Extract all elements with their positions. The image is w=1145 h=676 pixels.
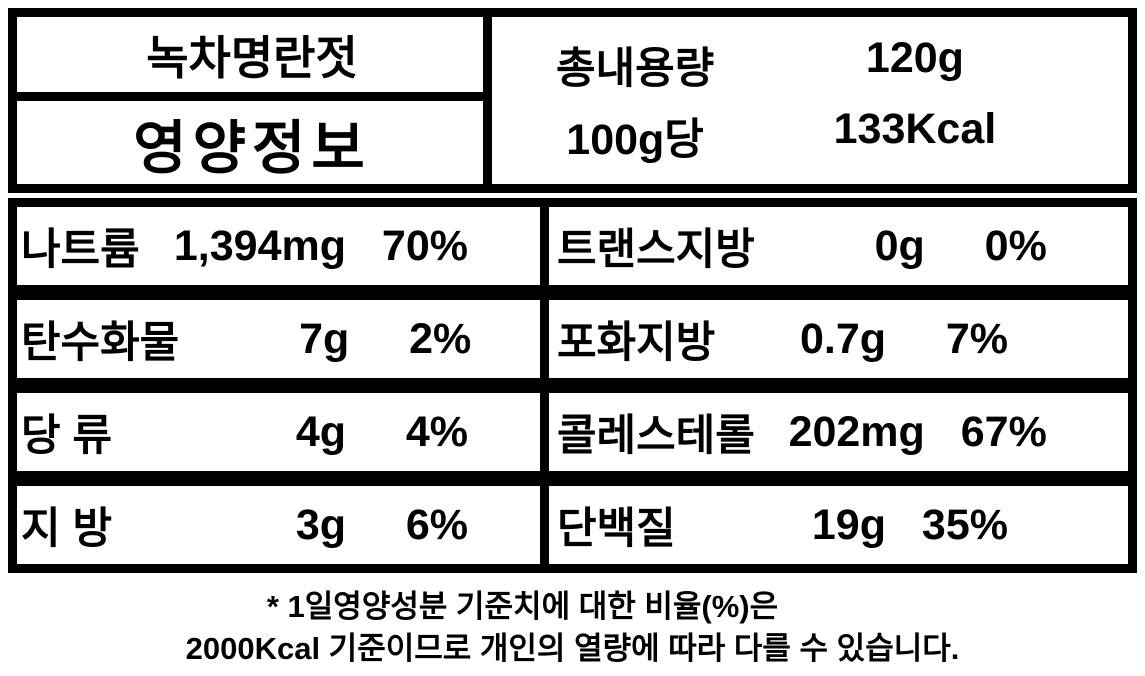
row-trans-fat: 트랜스지방 0g 0% [540, 198, 1137, 294]
row-fat: 지 방 3g 6% [8, 477, 549, 573]
nutrient-daily-value: 7% [945, 314, 1008, 363]
row-saturated-fat: 포화지방 0.7g 7% [540, 291, 1137, 387]
nutrient-amount: 7g [299, 314, 350, 363]
total-content-label: 총내용량 [555, 45, 715, 93]
nutrient-name: 트랜스지방 [557, 226, 755, 274]
nutrient-daily-value: 35% [921, 500, 1008, 549]
nutrition-title: 영양정보 [133, 115, 371, 181]
nutrient-daily-value: 4% [405, 407, 468, 456]
nutrient-name: 지 방 [21, 505, 113, 553]
product-name-box: 녹차명란젓 [8, 8, 496, 101]
total-content-line: 총내용량 120g [492, 34, 1128, 96]
total-content-value: 120g [865, 34, 964, 82]
footnote-line-1: * 1일영양성분 기준치에 대한 비율(%)은 [266, 589, 779, 624]
row-cholesterol: 콜레스테롤 202mg 67% [540, 384, 1137, 480]
row-protein: 단백질 19g 35% [540, 477, 1137, 573]
serving-info-box: 총내용량 120g 100g당 133Kcal [483, 8, 1137, 193]
nutrient-daily-value: 0% [984, 221, 1047, 270]
nutrient-amount: 19g [811, 500, 886, 549]
nutrient-daily-value: 6% [405, 500, 468, 549]
nutrient-daily-value: 67% [960, 407, 1047, 456]
nutrient-daily-value: 70% [381, 221, 468, 270]
nutrient-daily-value: 2% [409, 314, 472, 363]
nutrient-amount: 3g [295, 500, 346, 549]
nutrient-name: 나트륨 [21, 226, 140, 274]
per-100g-line: 100g당 133Kcal [492, 105, 1128, 167]
per-100g-label: 100g당 [566, 116, 704, 164]
nutrient-name: 당 류 [21, 412, 113, 460]
nutrient-amount: 0g [874, 221, 925, 270]
row-sodium: 나트륨 1,394mg 70% [8, 198, 549, 294]
row-sugars: 당 류 4g 4% [8, 384, 549, 480]
product-name: 녹차명란젓 [146, 31, 358, 84]
nutrient-name: 탄수화물 [21, 319, 180, 367]
footnote-line-2: 2000Kcal 기준이므로 개인의 열량에 따라 다를 수 있습니다. [185, 630, 960, 666]
nutrient-amount: 202mg [788, 407, 925, 456]
nutrient-name: 단백질 [557, 505, 676, 553]
nutrient-amount: 1,394mg [173, 221, 346, 270]
nutrient-name: 콜레스테롤 [557, 412, 755, 460]
nutrient-amount: 0.7g [799, 314, 886, 363]
per-100g-value: 133Kcal [833, 105, 997, 153]
nutrient-name: 포화지방 [557, 319, 716, 367]
nutrient-amount: 4g [295, 407, 346, 456]
row-carbohydrate: 탄수화물 7g 2% [8, 291, 549, 387]
daily-value-footnote: * 1일영양성분 기준치에 대한 비율(%)은 2000Kcal 기준이므로 개… [0, 586, 1145, 670]
nutrition-title-box: 영양정보 [8, 92, 496, 193]
